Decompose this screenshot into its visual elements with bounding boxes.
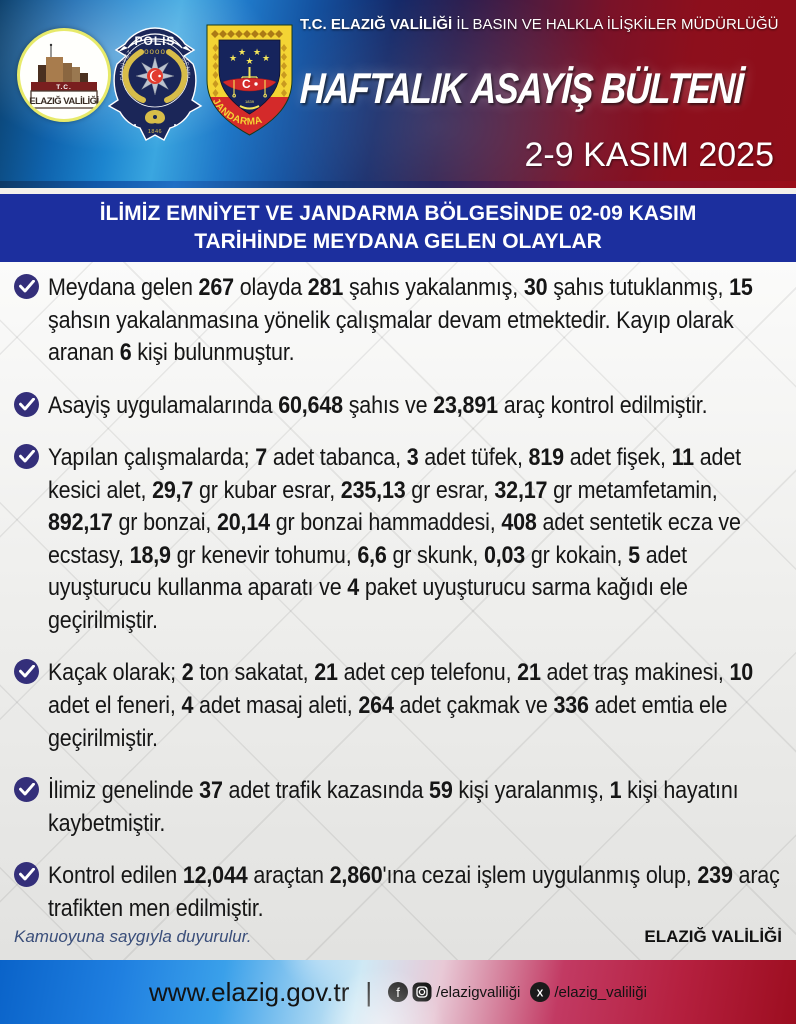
svg-text:ELAZIĞ VALİLİĞİ: ELAZIĞ VALİLİĞİ: [29, 95, 98, 107]
svg-text:1839: 1839: [245, 99, 255, 104]
svg-text:C: C: [242, 77, 251, 91]
svg-text:X: X: [537, 989, 544, 1000]
svg-text:★: ★: [262, 53, 270, 63]
svg-text:★: ★: [229, 53, 237, 63]
svg-text:f: f: [396, 985, 400, 1000]
svg-text:★: ★: [253, 47, 261, 57]
svg-text:T.C.: T.C.: [56, 84, 72, 91]
svg-text:oooo: oooo: [144, 47, 166, 56]
svg-text:POLİS: POLİS: [134, 33, 175, 48]
svg-text:1846: 1846: [148, 129, 162, 135]
svg-text:★: ★: [245, 56, 253, 66]
